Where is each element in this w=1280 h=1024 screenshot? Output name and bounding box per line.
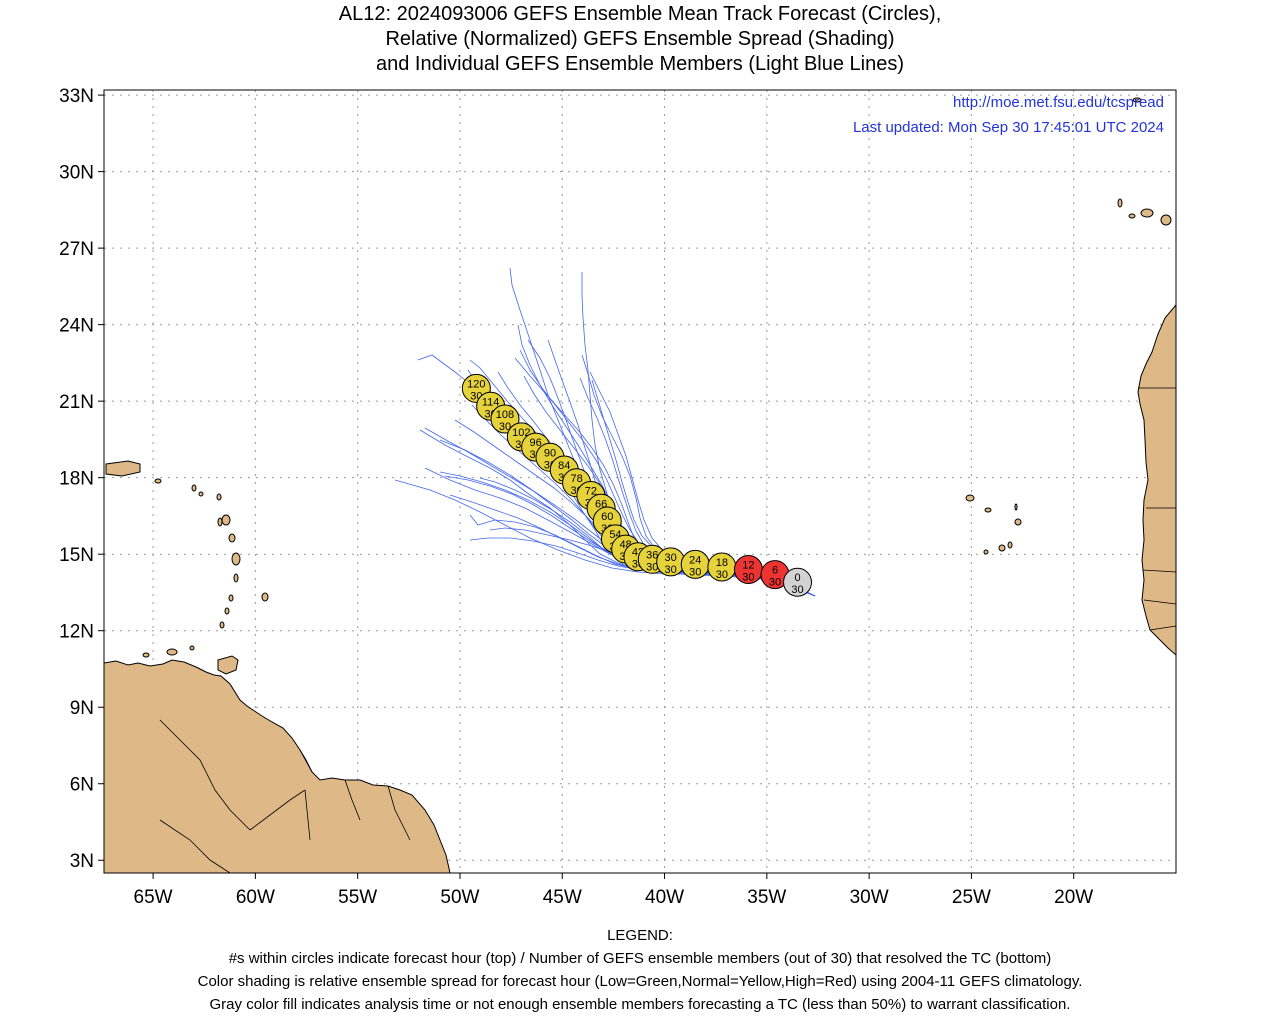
forecast-hour-label: 120 (467, 378, 485, 390)
lon-tick-label: 25W (952, 887, 991, 908)
land-cape-verde (965, 494, 1022, 555)
source-url: http://moe.met.fsu.edu/tcspread (953, 94, 1164, 111)
forecast-hour-label: 12 (742, 559, 754, 571)
legend-line-2: Color shading is relative ensemble sprea… (197, 973, 1083, 990)
member-count-label: 30 (665, 564, 677, 576)
member-count-label: 30 (769, 577, 781, 589)
land-south-america-borders (159, 719, 411, 873)
lat-tick-label: 6N (70, 775, 94, 796)
forecast-hour-label: 30 (665, 552, 677, 564)
land-lesser-antilles (142, 478, 269, 658)
forecast-hour-label: 78 (570, 473, 582, 485)
landmasses (104, 97, 1176, 873)
lat-tick-label: 30N (59, 163, 94, 184)
legend-line-1: #s within circles indicate forecast hour… (228, 950, 1052, 967)
lon-tick-label: 60W (236, 887, 275, 908)
lat-tick-label: 9N (70, 698, 94, 719)
legend-line-3: Gray color fill indicates analysis time … (209, 996, 1071, 1013)
member-count-label: 30 (716, 569, 728, 581)
forecast-hour-label: 108 (496, 409, 514, 421)
lon-tick-label: 50W (440, 887, 479, 908)
land-trinidad (217, 655, 239, 675)
forecast-hour-label: 0 (794, 572, 800, 584)
lat-tick-label: 15N (59, 545, 94, 566)
map-title-line-2: Relative (Normalized) GEFS Ensemble Spre… (385, 28, 895, 50)
track-point: 630 (760, 560, 790, 590)
lon-tick-label: 40W (645, 887, 684, 908)
legend-heading: LEGEND: (607, 927, 673, 944)
lon-tick-label: 65W (134, 887, 173, 908)
forecast-hour-label: 60 (601, 511, 613, 523)
member-count-label: 30 (689, 566, 701, 578)
track-circle (783, 567, 813, 597)
lat-tick-label: 12N (59, 622, 94, 643)
map-title-line-3: and Individual GEFS Ensemble Members (Li… (375, 53, 905, 75)
forecast-hour-label: 18 (716, 557, 728, 569)
map-frame (103, 89, 1177, 874)
forecast-hour-label: 36 (646, 549, 658, 561)
lon-tick-label: 55W (338, 887, 377, 908)
forecast-hour-label: 72 (585, 486, 597, 498)
forecast-hour-label: 84 (558, 460, 570, 472)
lat-tick-label: 21N (59, 392, 94, 413)
lat-tick-label: 24N (59, 316, 94, 337)
last-updated: Last updated: Mon Sep 30 17:45:01 UTC 20… (853, 119, 1164, 136)
land-africa-borders (1138, 387, 1176, 631)
lon-tick-label: 30W (850, 887, 889, 908)
lat-tick-label: 27N (59, 239, 94, 260)
member-count-label: 30 (499, 421, 511, 433)
land-south-america (104, 659, 451, 873)
member-count-label: 30 (646, 561, 658, 573)
lat-tick-label: 18N (59, 469, 94, 490)
member-count-label: 30 (791, 584, 803, 596)
forecast-hour-label: 102 (512, 427, 530, 439)
track-point: 030 (783, 567, 813, 597)
forecast-hour-label: 96 (530, 437, 542, 449)
axis-ticks: 65W 60W 55W 50W 45W 40W 35W 30W 25W 20W 33N 30N 27N 2… (59, 86, 1093, 908)
forecast-hour-label: 114 (482, 396, 500, 408)
land-canary-islands (1117, 97, 1172, 226)
forecast-hour-label: 90 (544, 447, 556, 459)
lat-tick-label: 33N (59, 86, 94, 107)
lat-tick-label: 3N (70, 851, 94, 872)
lon-tick-label: 35W (747, 887, 786, 908)
land-puerto-rico (105, 460, 141, 477)
lon-tick-label: 20W (1054, 887, 1093, 908)
member-count-label: 30 (742, 571, 754, 583)
land-africa (1137, 304, 1176, 656)
map-title-line-1: AL12: 2024093006 GEFS Ensemble Mean Trac… (338, 3, 942, 25)
lon-tick-label: 45W (543, 887, 582, 908)
forecast-hour-label: 6 (772, 565, 778, 577)
forecast-hour-label: 24 (689, 554, 701, 566)
mean-track-circles: 1203011430108301023096309030843078307230… (461, 373, 813, 597)
